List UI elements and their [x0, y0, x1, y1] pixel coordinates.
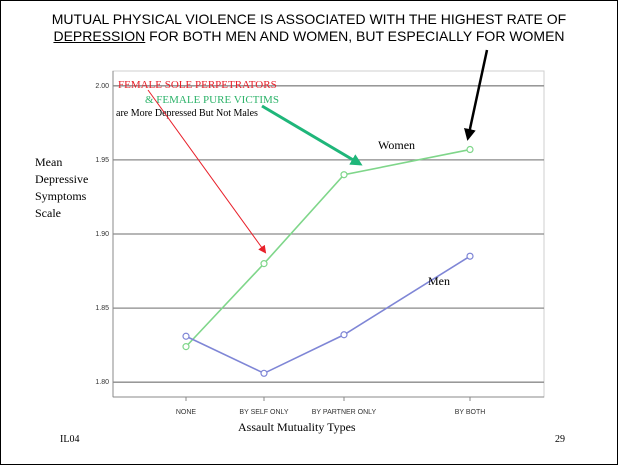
ylabel-line: Mean — [35, 155, 63, 169]
y-tick-label: 1.85 — [95, 305, 109, 312]
headline-line-1: MUTUAL PHYSICAL VIOLENCE IS ASSOCIATED W… — [51, 11, 567, 27]
footer-code: IL04 — [60, 434, 80, 445]
headline-line-2: DEPRESSION FOR BOTH MEN AND WOMEN, BUT E… — [0, 28, 618, 45]
women-series-line — [185, 148, 471, 348]
grid-lines — [113, 85, 544, 383]
slide-headline: MUTUAL PHYSICAL VIOLENCE IS ASSOCIATED W… — [0, 11, 618, 45]
black-arrow — [464, 49, 489, 141]
y-tick-label: 2.00 — [95, 83, 109, 90]
annotation-female-pure-victims: & FEMALE PURE VICTIMS — [145, 94, 279, 106]
headline-underlined-word: DEPRESSION — [53, 28, 146, 44]
men-data-point — [340, 331, 348, 339]
x-tick-label: BY PARTNER ONLY — [312, 409, 377, 416]
women-data-point — [466, 145, 474, 154]
women-data-point — [340, 171, 348, 179]
men-data-point — [260, 369, 268, 377]
ylabel-line: Depressive — [35, 172, 89, 186]
page-number: 29 — [555, 434, 565, 445]
women-data-point — [260, 260, 268, 268]
x-tick-label: BY SELF ONLY — [239, 409, 288, 416]
green-arrow — [261, 104, 363, 166]
men-series-label: Men — [428, 274, 450, 288]
y-tick-label: 1.95 — [95, 157, 109, 164]
women-data-point — [182, 343, 190, 351]
y-tick-label: 1.90 — [95, 231, 109, 238]
women-series-label: Women — [378, 138, 415, 152]
x-tick-label: NONE — [176, 409, 197, 416]
y-axis-label: Mean Depressive Symptoms Scale — [35, 154, 125, 222]
x-axis-label: Assault Mutuality Types — [238, 420, 356, 434]
series-lines — [182, 145, 474, 377]
men-data-point — [182, 332, 190, 340]
ylabel-line: Symptoms — [35, 189, 87, 203]
y-tick-label: 1.80 — [95, 379, 109, 386]
headline-line-2-rest: FOR BOTH MEN AND WOMEN, BUT ESPECIALLY F… — [145, 28, 565, 44]
annotation-female-sole-perpetrators: FEMALE SOLE PERPETRATORS — [118, 79, 277, 91]
y-tick-labels: 1.80 1.85 1.90 1.95 2.00 — [95, 83, 109, 386]
men-series-line — [185, 255, 471, 375]
men-data-point — [466, 252, 474, 260]
x-tick-labels: NONE BY SELF ONLY BY PARTNER ONLY BY BOTH — [176, 397, 485, 416]
annotation-more-depressed: are More Depressed But Not Males — [116, 108, 258, 119]
red-arrow — [147, 89, 267, 254]
ylabel-line: Scale — [35, 206, 61, 220]
x-tick-label: BY BOTH — [455, 409, 486, 416]
